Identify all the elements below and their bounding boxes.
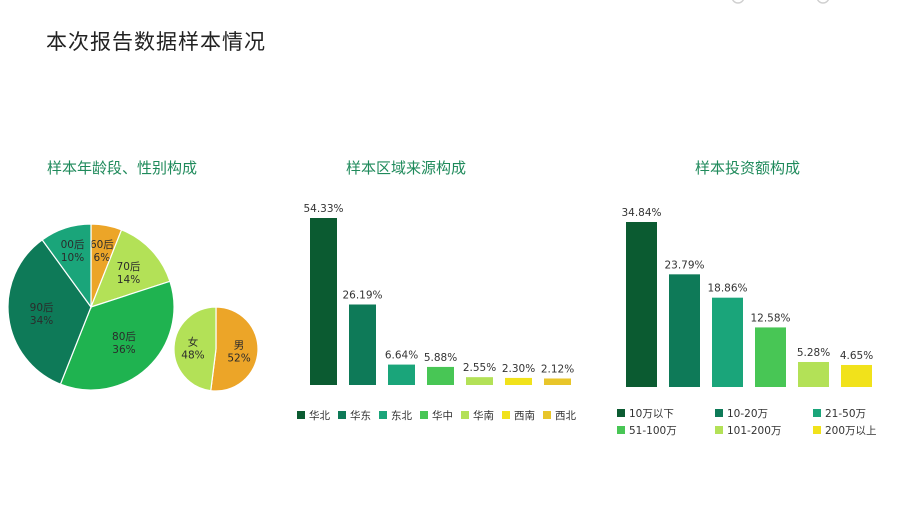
region-legend-swatch-5 (502, 411, 510, 419)
region-legend-swatch-1 (338, 411, 346, 419)
investment-legend-swatch-2 (813, 409, 821, 417)
investment-value-label-2: 18.86% (707, 283, 747, 295)
investment-legend-swatch-4 (715, 426, 723, 434)
region-value-label-5: 2.30% (502, 363, 535, 375)
investment-legend-label-4: 101-200万 (727, 425, 781, 437)
investment-legend-label-2: 21-50万 (825, 408, 866, 420)
age-60s-slice-value: 6% (94, 252, 111, 264)
gender-female-slice (173, 306, 217, 392)
region-bar-6 (544, 378, 571, 385)
page-title: 本次报告数据样本情况 (46, 30, 266, 54)
region-legend-label-5: 西南 (514, 409, 535, 422)
age-70s-slice-value: 14% (117, 274, 140, 286)
investment-legend-swatch-0 (617, 409, 625, 417)
investment-legend-swatch-1 (715, 409, 723, 417)
investment-legend-swatch-3 (617, 426, 625, 434)
investment-legend-label-1: 10-20万 (727, 408, 768, 420)
investment-bar-2 (712, 297, 743, 387)
region-value-label-6: 2.12% (541, 363, 574, 375)
investment-legend-label-0: 10万以下 (629, 408, 674, 420)
age-70s-slice-label: 70后 (117, 261, 141, 273)
region-bar-0 (310, 218, 337, 385)
region-value-label-0: 54.33% (303, 203, 343, 215)
investment-bar-1 (669, 274, 700, 387)
investment-legend-label-5: 200万以上 (825, 425, 877, 437)
gender-male-slice (210, 306, 259, 392)
gender-female-slice-label: 女 (188, 336, 199, 349)
age-60s-slice-label: 60后 (90, 239, 114, 251)
watermark-logo (731, 0, 830, 4)
gender-male-slice-label: 男 (234, 339, 245, 351)
age-80s-slice-label: 80后 (112, 331, 136, 343)
age-00s-slice-value: 10% (61, 252, 84, 264)
age-90s-slice-value: 34% (30, 315, 53, 327)
investment-chart-title: 样本投资额构成 (695, 159, 801, 177)
region-bar-3 (427, 366, 454, 385)
region-value-label-4: 2.55% (463, 362, 496, 374)
region-legend-swatch-3 (420, 411, 428, 419)
region-value-label-1: 26.19% (342, 289, 382, 301)
age-00s-slice-label: 00后 (61, 239, 85, 251)
region-bar-4 (466, 377, 493, 385)
age-90s-slice (7, 239, 92, 385)
age-90s-slice-label: 90后 (30, 302, 54, 314)
investment-bar-0 (626, 222, 657, 387)
region-legend-swatch-6 (543, 411, 551, 419)
region-bar-1 (349, 304, 376, 385)
investment-bar-4 (798, 361, 829, 387)
investment-value-label-0: 34.84% (621, 207, 661, 219)
region-legend-swatch-4 (461, 411, 469, 419)
region-bar-5 (505, 377, 532, 385)
age-80s-slice-value: 36% (112, 344, 135, 356)
region-legend-label-6: 西北 (555, 410, 576, 422)
gender-male-slice-value: 52% (227, 352, 250, 364)
investment-bar-5 (841, 364, 872, 387)
region-legend-swatch-2 (379, 411, 387, 419)
gender-female-slice-value: 48% (181, 350, 204, 362)
region-bar-2 (388, 364, 415, 385)
age-00s-slice (41, 223, 92, 309)
age-gender-chart-title: 样本年龄段、性别构成 (47, 159, 198, 177)
investment-value-label-3: 12.58% (750, 312, 790, 324)
region-legend-label-0: 华北 (309, 409, 330, 422)
region-legend-label-3: 华中 (432, 409, 453, 422)
region-value-label-2: 6.64% (385, 350, 418, 362)
investment-legend-label-3: 51-100万 (629, 425, 677, 437)
investment-bar-3 (755, 327, 786, 387)
investment-value-label-5: 4.65% (840, 350, 873, 362)
investment-value-label-1: 23.79% (664, 259, 704, 271)
age-80s-slice (59, 280, 175, 391)
region-legend-swatch-0 (297, 411, 305, 419)
investment-legend-swatch-5 (813, 426, 821, 434)
region-legend-label-2: 东北 (391, 409, 412, 422)
region-value-label-3: 5.88% (424, 352, 457, 364)
investment-value-label-4: 5.28% (797, 347, 830, 359)
region-legend-label-4: 华南 (473, 409, 494, 422)
region-chart-title: 样本区域来源构成 (346, 159, 467, 177)
region-legend-label-1: 华东 (350, 409, 371, 422)
